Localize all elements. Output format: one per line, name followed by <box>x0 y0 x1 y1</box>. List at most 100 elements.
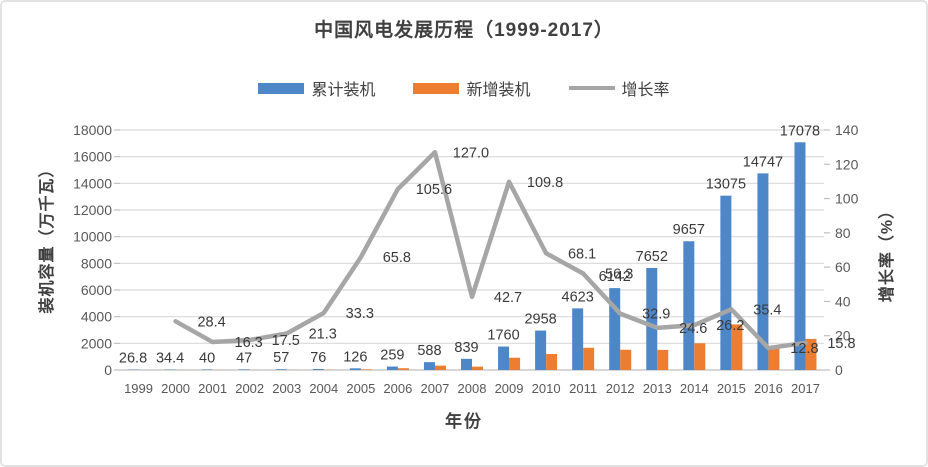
bar-cumulative-2014 <box>683 241 695 370</box>
bar-new-2010 <box>546 354 558 370</box>
x-tick-label-2004: 2004 <box>309 381 338 396</box>
x-tick-label-2010: 2010 <box>532 381 561 396</box>
legend: 累计装机 新增装机 增长率 <box>2 76 926 100</box>
right-axis-title: 增长率（%） <box>879 201 896 303</box>
x-tick-label-2013: 2013 <box>643 381 672 396</box>
left-axis-tick-label: 4000 <box>81 309 112 325</box>
label-cumulative-2004: 76 <box>310 350 326 366</box>
label-growth-2002: 17.5 <box>272 333 300 349</box>
x-tick-label-2001: 2001 <box>198 381 227 396</box>
label-cumulative-2013: 7652 <box>636 249 668 265</box>
legend-item-new: 新增装机 <box>413 76 531 100</box>
label-growth-2001: 16.3 <box>235 335 263 351</box>
bar-new-2012 <box>620 349 632 370</box>
label-cumulative-2014: 9657 <box>673 222 705 238</box>
label-growth-2007: 127.0 <box>453 145 489 161</box>
x-tick-label-2003: 2003 <box>272 381 301 396</box>
left-axis-tick-label: 16000 <box>73 149 112 165</box>
bar-cumulative-2003 <box>275 369 287 370</box>
right-axis-tick-label: 40 <box>835 293 851 309</box>
label-cumulative-2003: 57 <box>273 350 289 366</box>
x-tick-label-2008: 2008 <box>458 381 487 396</box>
x-tick-label-2006: 2006 <box>383 381 412 396</box>
label-growth-2003: 21.3 <box>309 326 337 342</box>
label-growth-2012: 32.9 <box>642 307 670 323</box>
bar-cumulative-2004 <box>312 368 324 370</box>
left-axis-tick-label: 14000 <box>73 175 112 191</box>
x-tick-label-2014: 2014 <box>680 381 709 396</box>
left-axis-tick-label: 10000 <box>73 229 112 245</box>
bar-new-2005 <box>360 369 372 370</box>
bar-cumulative-2010 <box>535 330 547 370</box>
bar-new-2008 <box>472 366 483 370</box>
right-axis-tick-label: 80 <box>835 225 851 241</box>
label-cumulative-2015: 13075 <box>706 177 746 193</box>
growth-rate-line <box>173 150 808 351</box>
bar-cumulative-2012 <box>609 288 621 370</box>
label-cumulative-2011: 4623 <box>562 289 594 305</box>
bar-new-2016 <box>768 347 780 370</box>
label-growth-2000: 28.4 <box>197 314 225 330</box>
bar-new-2015 <box>731 324 743 370</box>
label-growth-2010: 68.1 <box>568 246 596 262</box>
bar-new-2009 <box>509 357 521 370</box>
x-axis-title: 年份 <box>445 412 483 431</box>
label-growth-2005: 65.8 <box>383 250 411 266</box>
growth-line-swatch-icon <box>568 85 615 91</box>
bar-new-2013 <box>657 349 669 370</box>
x-tick-label-2007: 2007 <box>420 381 449 396</box>
label-growth-2011: 56.3 <box>605 266 633 282</box>
bar-cumulative-2008 <box>461 358 472 370</box>
bar-new-2014 <box>694 343 706 370</box>
legend-item-cumulative: 累计装机 <box>258 76 375 100</box>
label-cumulative-2008: 839 <box>454 340 478 356</box>
label-growth-2006: 105.6 <box>416 182 452 198</box>
label-cumulative-2005: 126 <box>343 349 367 365</box>
bar-cumulative-2009 <box>498 346 510 370</box>
label-cumulative-2012: 6142 <box>599 269 631 285</box>
legend-label-growth: 增长率 <box>621 82 670 99</box>
bar-cumulative-2005 <box>349 368 361 370</box>
bar-cumulative-2017 <box>794 142 806 370</box>
right-axis-tick-label: 20 <box>835 328 851 344</box>
bar-cumulative-2011 <box>572 308 584 370</box>
label-cumulative-2006: 259 <box>380 348 404 364</box>
chart-title: 中国风电发展历程（1999-2017） <box>314 20 614 41</box>
x-tick-label-2005: 2005 <box>346 381 375 396</box>
bar-cumulative-2007 <box>423 362 435 370</box>
left-axis-tick-label: 12000 <box>73 202 112 218</box>
label-cumulative-2007: 588 <box>417 343 441 359</box>
left-axis-tick-label: 8000 <box>81 255 112 271</box>
left-axis-tick-label: 2000 <box>81 335 112 351</box>
bar-cumulative-2002 <box>238 369 250 370</box>
bar-new-2006 <box>397 368 409 370</box>
right-axis-tick-label: 140 <box>835 122 859 138</box>
x-tick-label-2017: 2017 <box>791 381 820 396</box>
label-cumulative-2009: 1760 <box>487 328 519 344</box>
left-axis-tick-label: 6000 <box>81 282 112 298</box>
x-tick-label-2016: 2016 <box>754 381 783 396</box>
label-growth-2017: 15.8 <box>827 336 855 352</box>
label-growth-2004: 33.3 <box>346 306 374 322</box>
label-growth-2009: 109.8 <box>527 175 563 191</box>
left-axis-tick-label: 0 <box>104 362 112 378</box>
bar-new-2011 <box>583 347 595 370</box>
label-growth-2015: 35.4 <box>753 302 781 318</box>
x-tick-label-1999: 1999 <box>124 381 153 396</box>
x-tick-label-2015: 2015 <box>717 381 746 396</box>
legend-item-growth: 增长率 <box>568 76 670 100</box>
bar-new-2007 <box>434 365 446 370</box>
label-cumulative-1999: 26.8 <box>119 351 147 367</box>
label-cumulative-2002: 47 <box>236 350 252 366</box>
right-axis-tick-label: 100 <box>835 191 859 207</box>
x-tick-label-2011: 2011 <box>569 381 597 396</box>
left-axis-tick-label: 18000 <box>73 122 112 138</box>
left-axis-title: 装机容量（万千瓦） <box>39 160 56 314</box>
legend-label-cumulative: 累计装机 <box>311 82 376 99</box>
x-tick-label-2002: 2002 <box>235 381 264 396</box>
bar-cumulative-2016 <box>757 173 769 370</box>
label-cumulative-2010: 2958 <box>524 312 556 328</box>
label-growth-2008: 42.7 <box>494 290 522 306</box>
